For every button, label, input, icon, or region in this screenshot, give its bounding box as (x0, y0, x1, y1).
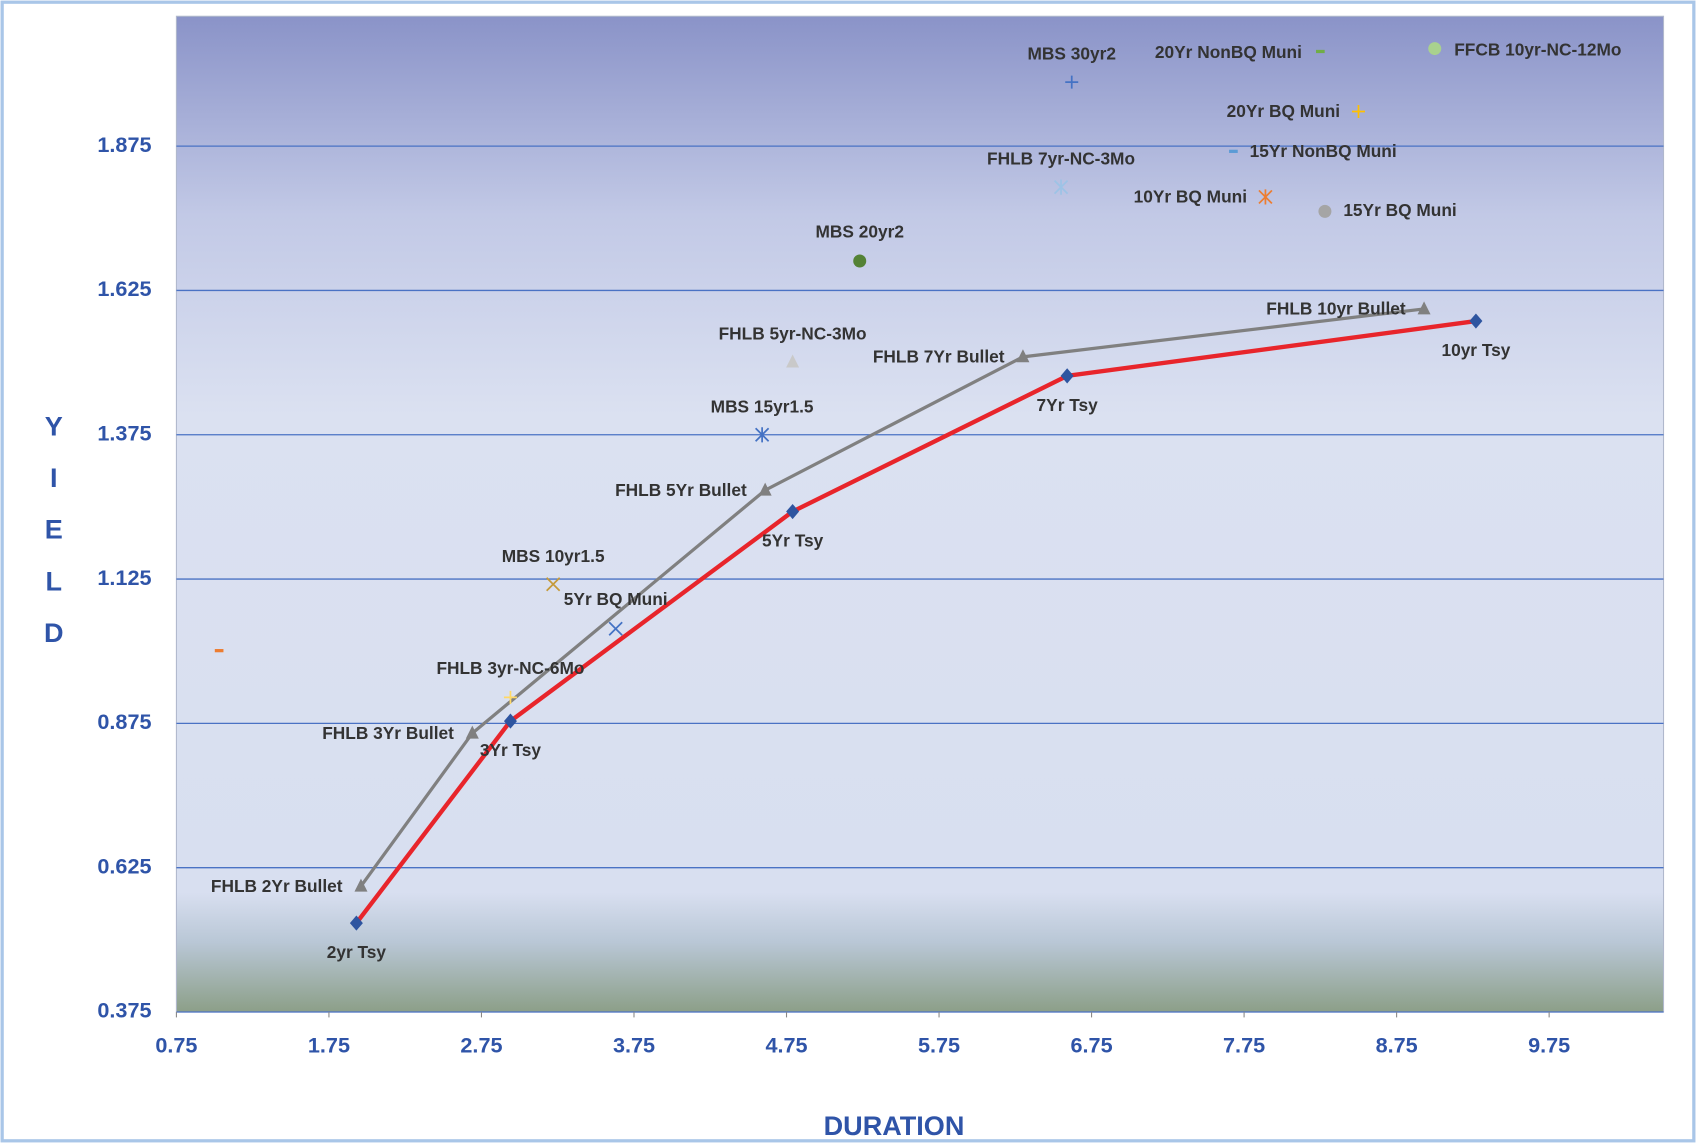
x-tick-label: 4.75 (765, 1032, 807, 1057)
point-label: FHLB 10yr Bullet (1266, 299, 1406, 319)
x-tick-label: 7.75 (1223, 1032, 1265, 1057)
marker (503, 690, 517, 704)
marker (503, 713, 517, 729)
point-label: MBS 20yr2 (816, 221, 904, 241)
point-label: 10Yr BQ Muni (1134, 187, 1247, 207)
point-label: FHLB 5yr-NC-3Mo (719, 324, 867, 344)
marker (1065, 75, 1079, 89)
y-tick-label: 1.125 (97, 565, 151, 590)
y-tick-label: 0.375 (97, 998, 151, 1023)
marker (1351, 105, 1365, 119)
marker (1258, 189, 1273, 205)
marker (1318, 204, 1332, 218)
marker (354, 878, 368, 892)
point-label: FHLB 3yr-NC-6Mo (436, 658, 584, 678)
point-label: FHLB 2Yr Bullet (211, 876, 343, 896)
point-label: 20Yr BQ Muni (1227, 101, 1340, 121)
point-label: 5Yr Tsy (762, 530, 824, 550)
marker (1016, 349, 1030, 363)
point-label: FHLB 7yr-NC-3Mo (987, 149, 1135, 169)
marker (1428, 42, 1442, 56)
y-tick-label: 1.375 (97, 420, 151, 445)
point-label: MBS 10yr1.5 (502, 546, 605, 566)
x-tick-label: 8.75 (1376, 1032, 1418, 1057)
point-label: FHLB 5Yr Bullet (615, 480, 747, 500)
marker (1053, 179, 1069, 195)
x-tick-label: 6.75 (1071, 1032, 1113, 1057)
y-tick-label: 0.875 (97, 709, 151, 734)
marker (465, 725, 479, 739)
point-label: FFCB 10yr-NC-12Mo (1454, 39, 1621, 59)
plot-area (175, 15, 1665, 1013)
x-axis-title: DURATION (824, 1111, 965, 1141)
marker (853, 254, 867, 268)
marker (1060, 368, 1074, 384)
x-tick-label: 3.75 (613, 1032, 655, 1057)
point-label: 3Yr Tsy (480, 740, 542, 760)
point-label: MBS 15yr1.5 (711, 396, 814, 416)
point-label: 2yr Tsy (327, 942, 387, 962)
marker (786, 503, 800, 520)
y-tick-label: 1.625 (97, 276, 151, 301)
marker (755, 427, 770, 443)
marker (349, 915, 363, 931)
point-label: 10yr Tsy (1441, 340, 1510, 360)
point-label: 15Yr NonBQ Muni (1250, 141, 1397, 161)
marker (1417, 301, 1431, 315)
y-axis-title: YIELD (39, 411, 69, 669)
x-tick-label: 9.75 (1528, 1032, 1570, 1057)
x-tick-label: 5.75 (918, 1032, 960, 1057)
point-label: MBS 30yr2 (1028, 44, 1116, 64)
y-tick-label: 0.625 (97, 853, 151, 878)
point-label: 20Yr NonBQ Muni (1155, 42, 1302, 62)
x-tick-label: 0.75 (155, 1032, 197, 1057)
marker (546, 577, 561, 592)
point-label: FHLB 3Yr Bullet (322, 723, 454, 743)
marker (758, 482, 772, 496)
marker (608, 621, 623, 636)
x-tick-label: 1.75 (308, 1032, 350, 1057)
point-label: FHLB 7Yr Bullet (873, 346, 1005, 366)
x-tick-label: 2.75 (460, 1032, 502, 1057)
point-label: 7Yr Tsy (1037, 395, 1099, 415)
y-tick-label: 1.875 (97, 132, 151, 157)
marker (786, 354, 800, 368)
point-label: 15Yr BQ Muni (1343, 200, 1456, 220)
point-label: 5Yr BQ Muni (564, 589, 668, 609)
